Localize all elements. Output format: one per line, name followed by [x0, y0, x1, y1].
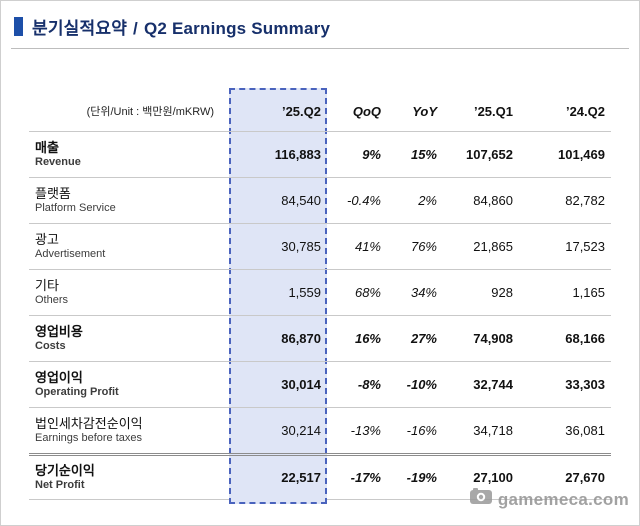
- row-label-en: Costs: [35, 340, 66, 352]
- cell-q2-24: 33,303: [565, 377, 605, 392]
- page-title-en: Q2 Earnings Summary: [143, 19, 331, 38]
- row-label-ko: 영업이익: [35, 370, 83, 385]
- cell-qoq: 16%: [354, 331, 381, 346]
- col-header-yoy: YoY: [412, 103, 437, 119]
- row-label: 광고 Advertisement: [29, 224, 229, 269]
- title-divider: [11, 48, 629, 49]
- cell-q1-25: 928: [491, 285, 513, 300]
- cell-q1-25: 21,865: [473, 239, 513, 254]
- cell-yoy: 76%: [410, 239, 437, 254]
- cell-q2-25: 30,785: [281, 239, 321, 254]
- cell-q2-25: 30,214: [281, 423, 321, 438]
- table-header-row: (단위/Unit : 백만원/mKRW) ’25.Q2 QoQ YoY ’25.…: [29, 91, 611, 131]
- cell-qoq: -17%: [350, 470, 381, 485]
- row-label: 매출 Revenue: [29, 132, 229, 177]
- cell-q2-24: 17,523: [565, 239, 605, 254]
- cell-q2-24: 68,166: [565, 331, 605, 346]
- cell-qoq: 68%: [354, 285, 381, 300]
- cell-qoq: 41%: [354, 239, 381, 254]
- col-header-q2-24: ’24.Q2: [565, 103, 605, 119]
- cell-q1-25: 32,744: [473, 377, 513, 392]
- cell-q2-25: 1,559: [288, 285, 321, 300]
- cell-q2-25: 86,870: [281, 331, 321, 346]
- row-label-en: Platform Service: [35, 202, 116, 214]
- current-quarter-highlight: [229, 88, 327, 504]
- row-label: 플랫폼 Platform Service: [29, 178, 229, 223]
- row-label-ko: 매출: [35, 140, 59, 155]
- row-label: 법인세차감전순이익 Earnings before taxes: [29, 408, 229, 453]
- cell-yoy: 2%: [418, 193, 437, 208]
- cell-q1-25: 107,652: [466, 147, 513, 162]
- cell-qoq: -8%: [357, 377, 381, 392]
- row-label: 기타 Others: [29, 270, 229, 315]
- cell-qoq: 9%: [362, 147, 381, 162]
- table-row-net-profit: 당기순이익 Net Profit 22,517 -17% -19% 27,100…: [29, 453, 611, 499]
- cell-q2-24: 101,469: [558, 147, 605, 162]
- table-row-advertisement: 광고 Advertisement 30,785 41% 76% 21,865 1…: [29, 223, 611, 269]
- cell-q1-25: 27,100: [473, 470, 513, 485]
- unit-note: (단위/Unit : 백만원/mKRW): [86, 106, 214, 118]
- row-label-en: Others: [35, 294, 69, 306]
- row-label-ko: 법인세차감전순이익: [35, 416, 143, 431]
- cell-q2-24: 82,782: [565, 193, 605, 208]
- table-body: 매출 Revenue 116,883 9% 15% 107,652 101,46…: [29, 131, 611, 500]
- title-bullet-icon: [14, 17, 23, 36]
- cell-qoq: -0.4%: [347, 193, 381, 208]
- table-row-operating-profit: 영업이익 Operating Profit 30,014 -8% -10% 32…: [29, 361, 611, 407]
- watermark-text: gamemeca.com: [497, 489, 629, 509]
- row-label-ko: 기타: [35, 278, 59, 293]
- cell-q1-25: 84,860: [473, 193, 513, 208]
- col-header-q1-25: ’25.Q1: [473, 103, 513, 119]
- cell-yoy: 15%: [410, 147, 437, 162]
- cell-qoq: -13%: [350, 423, 381, 438]
- page-title: 분기실적요약 / Q2 Earnings Summary: [32, 14, 330, 39]
- cell-q1-25: 34,718: [473, 423, 513, 438]
- cell-q2-24: 1,165: [572, 285, 605, 300]
- row-label-en: Advertisement: [35, 248, 106, 260]
- cell-q2-24: 36,081: [565, 423, 605, 438]
- cell-q2-25: 116,883: [274, 147, 321, 162]
- cell-q2-25: 84,540: [281, 193, 321, 208]
- cell-q2-25: 30,014: [281, 377, 321, 392]
- cell-q2-25: 22,517: [281, 470, 321, 485]
- table-row-revenue: 매출 Revenue 116,883 9% 15% 107,652 101,46…: [29, 131, 611, 177]
- table-row-others: 기타 Others 1,559 68% 34% 928 1,165: [29, 269, 611, 315]
- col-header-q2-25: ’25.Q2: [281, 103, 321, 119]
- row-label: 영업이익 Operating Profit: [29, 362, 229, 407]
- page-title-separator: /: [133, 19, 138, 38]
- earnings-table: (단위/Unit : 백만원/mKRW) ’25.Q2 QoQ YoY ’25.…: [29, 88, 611, 504]
- row-label-ko: 광고: [35, 232, 59, 247]
- cell-q1-25: 74,908: [473, 331, 513, 346]
- row-label-en: Net Profit: [35, 479, 85, 491]
- table-row-costs: 영업비용 Costs 86,870 16% 27% 74,908 68,166: [29, 315, 611, 361]
- page-title-ko: 분기실적요약: [32, 19, 128, 38]
- gamemeca-watermark: gamemeca.com: [469, 488, 629, 511]
- page-title-bar: 분기실적요약 / Q2 Earnings Summary: [14, 14, 330, 39]
- cell-yoy: -19%: [406, 470, 437, 485]
- col-header-qoq: QoQ: [352, 103, 381, 119]
- cell-yoy: -10%: [406, 377, 437, 392]
- cell-q2-24: 27,670: [565, 470, 605, 485]
- row-label-en: Earnings before taxes: [35, 432, 143, 444]
- table-row-earnings-before-taxes: 법인세차감전순이익 Earnings before taxes 30,214 -…: [29, 407, 611, 453]
- row-label-en: Revenue: [35, 156, 81, 168]
- row-label: 당기순이익 Net Profit: [29, 456, 229, 499]
- table-row-platform: 플랫폼 Platform Service 84,540 -0.4% 2% 84,…: [29, 177, 611, 223]
- camera-icon: [469, 488, 492, 511]
- cell-yoy: 27%: [410, 331, 437, 346]
- row-label-ko: 영업비용: [35, 324, 83, 339]
- cell-yoy: 34%: [410, 285, 437, 300]
- row-label: 영업비용 Costs: [29, 316, 229, 361]
- cell-yoy: -16%: [406, 423, 437, 438]
- row-label-ko: 플랫폼: [35, 186, 71, 201]
- row-label-en: Operating Profit: [35, 386, 119, 398]
- row-label-ko: 당기순이익: [35, 463, 95, 478]
